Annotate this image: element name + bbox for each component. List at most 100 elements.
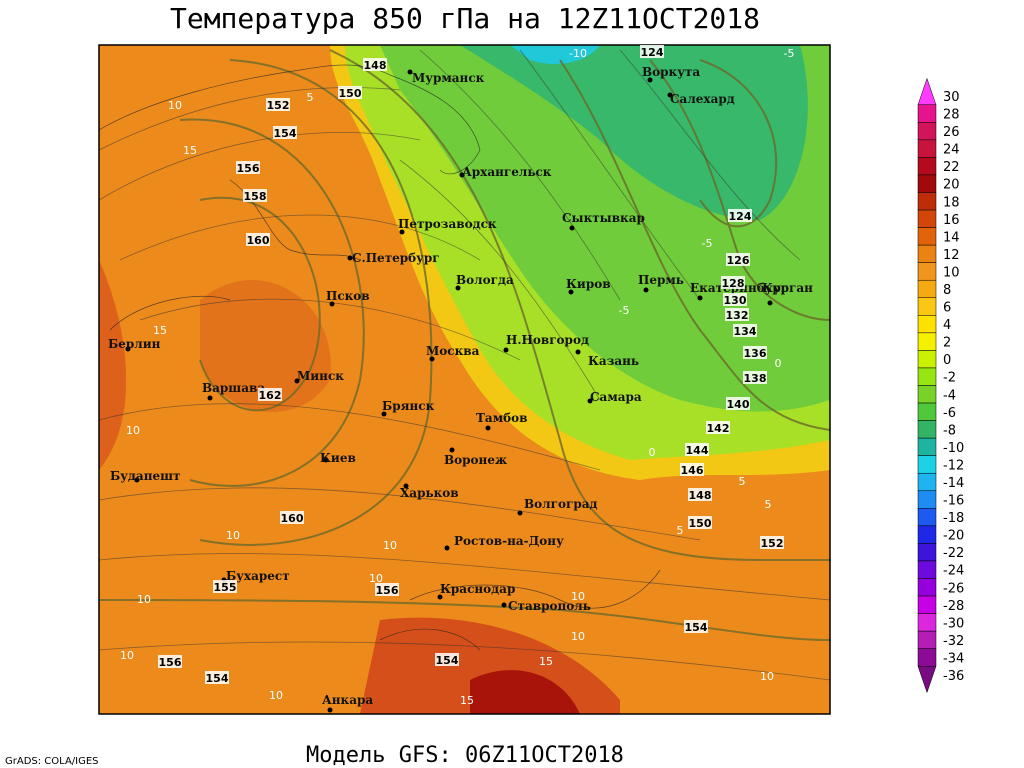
colorbar-label: 4 xyxy=(943,318,951,333)
temperature-label: 10 xyxy=(369,572,383,585)
city-label: Мурманск xyxy=(412,71,485,85)
temperature-label: 5 xyxy=(677,524,684,537)
height-label: 136 xyxy=(744,347,767,360)
city-label: Краснодар xyxy=(440,582,515,596)
city-label: Тамбов xyxy=(476,411,527,425)
colorbar-label: -10 xyxy=(943,441,964,456)
colorbar-swatch xyxy=(917,472,937,492)
city-dot xyxy=(134,477,140,483)
city-label: Самара xyxy=(590,390,642,404)
colorbar-swatch xyxy=(917,578,937,597)
colorbar-label: -6 xyxy=(943,406,956,421)
colorbar-label: -16 xyxy=(943,494,964,509)
temperature-label: 15 xyxy=(153,324,167,337)
height-label-box xyxy=(640,45,664,58)
height-label-box xyxy=(243,189,267,202)
height-label-box xyxy=(338,86,362,99)
height-label: 160 xyxy=(281,512,304,525)
temperature-label: 15 xyxy=(539,655,553,668)
colorbar-label: -26 xyxy=(943,581,964,596)
height-label: 160 xyxy=(247,234,270,247)
height-label: 152 xyxy=(267,99,290,112)
city-dot xyxy=(667,92,673,98)
colorbar-label: -28 xyxy=(943,599,964,614)
colorbar-swatch xyxy=(917,279,937,299)
city-dot xyxy=(399,229,405,235)
colorbar-swatch xyxy=(917,227,937,246)
height-label-box xyxy=(726,253,750,266)
height-label: 124 xyxy=(729,210,752,223)
temperature-label: 15 xyxy=(460,694,474,707)
city-label: Будапешт xyxy=(110,469,180,483)
height-label-box xyxy=(684,620,708,633)
colorbar-label: 0 xyxy=(943,353,951,368)
colorbar-cap xyxy=(917,77,937,106)
colorbar-label: 16 xyxy=(943,213,960,228)
height-label-box xyxy=(728,209,752,222)
temperature-label: -5 xyxy=(702,237,713,250)
credit: GrADS: COLA/IGES xyxy=(5,756,99,767)
colorbar-swatch xyxy=(917,525,937,544)
height-label: 124 xyxy=(641,46,664,59)
city-dot xyxy=(503,347,509,353)
height-label: 154 xyxy=(436,654,459,667)
city-dot xyxy=(697,295,703,301)
height-label: 154 xyxy=(685,621,708,634)
height-label-box xyxy=(375,583,399,596)
height-label-box xyxy=(205,671,229,684)
colorbar-label: -8 xyxy=(943,423,956,438)
city-label: Курган xyxy=(762,281,813,295)
city-dot xyxy=(429,356,435,362)
temperature-label: 5 xyxy=(307,91,314,104)
height-label: 152 xyxy=(761,537,784,550)
height-label: 142 xyxy=(707,422,730,435)
height-label: 148 xyxy=(689,489,712,502)
colorbar-swatch xyxy=(917,244,937,263)
temperature-label: 10 xyxy=(383,539,397,552)
colorbar-label: -36 xyxy=(943,669,964,684)
height-label-box xyxy=(706,421,730,434)
city-label: Анкара xyxy=(322,693,373,707)
height-label-box xyxy=(363,58,387,71)
city-dot xyxy=(437,594,443,600)
city-label: С.Петербург xyxy=(352,251,440,265)
colorbar-swatch xyxy=(917,648,937,667)
temperature-label: 15 xyxy=(183,144,197,157)
temperature-label: 10 xyxy=(571,630,585,643)
height-label: 146 xyxy=(681,464,704,477)
map-field xyxy=(99,45,830,714)
colorbar-swatch xyxy=(917,315,937,334)
city-dot xyxy=(444,545,450,551)
warm-core xyxy=(99,260,127,470)
city-label: Вологда xyxy=(456,273,514,287)
city-dot xyxy=(407,69,413,75)
city-label: Варшава xyxy=(202,381,265,395)
height-label: 150 xyxy=(339,87,362,100)
colorbar-swatch xyxy=(917,437,937,456)
height-label: 148 xyxy=(364,59,387,72)
height-label-box xyxy=(273,126,297,139)
height-label-box xyxy=(435,653,459,666)
city-dot xyxy=(647,77,653,83)
city-dot xyxy=(381,411,387,417)
height-label: 154 xyxy=(274,127,297,140)
colorbar-swatch xyxy=(917,455,937,474)
city-label: Архангельск xyxy=(462,165,552,179)
temperature-label: 10 xyxy=(269,689,283,702)
city-label: Ставрополь xyxy=(508,599,591,613)
height-label-box xyxy=(760,536,784,549)
colorbar-label: 28 xyxy=(943,108,960,123)
isohypses xyxy=(99,49,830,641)
colorbar-label: -22 xyxy=(943,546,964,561)
city-label: Сыктывкар xyxy=(562,211,645,225)
height-label-box xyxy=(726,397,750,410)
colorbar-swatch xyxy=(917,367,937,386)
city-label: Воркута xyxy=(642,65,700,79)
city-dot xyxy=(327,707,333,713)
temperature-label: 10 xyxy=(137,593,151,606)
colorbar-label: -14 xyxy=(943,476,964,491)
colorbar-label: 12 xyxy=(943,248,960,263)
title: Температура 850 гПа на 12Z11OCT2018 xyxy=(170,2,760,35)
temperature-label: 10 xyxy=(126,424,140,437)
city-dot xyxy=(455,285,461,291)
